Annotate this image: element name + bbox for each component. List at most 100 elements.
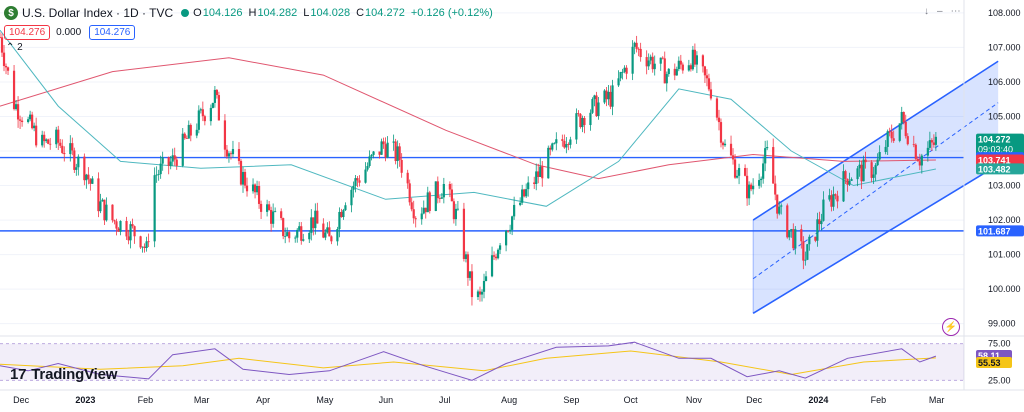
price-axis-tick: 101.000 (988, 250, 1021, 260)
candle-down (663, 58, 666, 84)
time-axis-label: Jul (439, 395, 451, 405)
ask-box[interactable]: 104.276 (89, 25, 136, 40)
candle-down (466, 254, 470, 278)
candle-down (786, 205, 789, 238)
candle-down (167, 157, 170, 166)
bid-ask-row: 104.276 0.000 104.276 (4, 25, 141, 40)
candle-down (215, 89, 218, 96)
candle-down (282, 218, 285, 237)
candle-up (231, 149, 235, 155)
candle-down (330, 236, 333, 242)
candle-up (310, 217, 313, 233)
candle-up (780, 205, 783, 207)
dollar-logo-icon: $ (4, 6, 18, 20)
candle-up (105, 204, 108, 221)
candle-up (434, 181, 437, 211)
candle-down (715, 98, 719, 118)
time-axis-label: Oct (624, 395, 639, 405)
candle-up (476, 291, 480, 298)
candle-up (565, 144, 568, 148)
candle-down (661, 57, 664, 59)
price-axis-tick: 99.000 (988, 319, 1016, 329)
download-icon[interactable]: ↓ (924, 6, 929, 17)
candle-up (665, 74, 668, 84)
candle-down (705, 75, 709, 79)
candle-down (103, 199, 106, 221)
channel-upper-line[interactable] (752, 60, 999, 221)
candle-up (735, 175, 739, 178)
candle-up (794, 229, 797, 249)
open-value: 104.126 (202, 7, 243, 19)
candle-up (806, 244, 809, 260)
candle-down (462, 208, 466, 259)
candle-up (442, 183, 445, 198)
candle-up (99, 201, 102, 212)
more-icon[interactable]: ⋯ (950, 6, 961, 17)
candle-down (904, 122, 907, 137)
candle-up (539, 166, 542, 177)
candle-down (492, 255, 496, 257)
candle-down (549, 147, 552, 150)
candle-up (490, 255, 494, 277)
candle-up (758, 180, 761, 186)
candle-up (521, 189, 524, 203)
candle-up (691, 49, 694, 70)
candle-down (579, 114, 582, 128)
symbol-title[interactable]: U.S. Dollar Index · 1D · TVC (22, 6, 174, 20)
candle-up (372, 151, 375, 155)
candle-down (173, 155, 176, 160)
candle-up (284, 236, 287, 237)
candle-down (507, 230, 510, 232)
candle-down (890, 131, 893, 139)
indicator-toggle[interactable]: ⌃ 2 (6, 42, 23, 53)
candle-down (802, 241, 805, 261)
candle-down (189, 124, 192, 136)
bid-box[interactable]: 104.276 (4, 25, 51, 40)
candle-down (438, 198, 441, 199)
candle-down (31, 114, 34, 129)
candle-up (687, 65, 690, 71)
ma-short-line (0, 29, 936, 207)
candle-up (14, 104, 18, 110)
tradingview-logo[interactable]: 17 TradingView (10, 366, 117, 383)
candle-up (464, 254, 468, 259)
candle-up (294, 237, 297, 239)
time-axis-label: Mar (929, 395, 945, 405)
time-axis-label: Dec (746, 395, 763, 405)
price-label-ma-long (976, 154, 1024, 166)
time-axis-label: Sep (563, 395, 579, 405)
candle-down (651, 56, 654, 70)
candle-up (926, 147, 929, 156)
candle-down (97, 178, 100, 212)
candle-up (33, 125, 36, 129)
lightning-icon[interactable]: ⚡ (942, 318, 960, 336)
candle-up (631, 46, 634, 74)
candle-down (61, 145, 64, 153)
candle-up (69, 143, 72, 155)
candle-down (436, 181, 439, 199)
channel-lower-line[interactable] (752, 164, 999, 314)
candle-up (603, 90, 606, 103)
candle-up (842, 171, 845, 202)
candle-down (523, 189, 526, 197)
candle-down (229, 153, 233, 155)
candle-down (20, 120, 24, 123)
symbol-header[interactable]: $ U.S. Dollar Index · 1D · TVC O 104.126 … (4, 4, 499, 22)
candle-up (255, 185, 259, 193)
candle-down (59, 142, 62, 146)
candle-up (468, 271, 472, 278)
candle-up (181, 133, 184, 166)
candle-down (270, 210, 273, 224)
candle-down (567, 144, 570, 145)
minus-icon[interactable]: – (937, 6, 943, 17)
candle-down (478, 291, 482, 295)
candle-up (272, 211, 275, 224)
candle-up (597, 102, 600, 117)
candle-up (886, 131, 889, 147)
chevron-up-icon[interactable]: ⌃ (6, 42, 15, 53)
candle-up (653, 63, 656, 70)
candle-up (159, 163, 162, 175)
candle-down (288, 232, 291, 239)
candle-up (677, 60, 680, 70)
